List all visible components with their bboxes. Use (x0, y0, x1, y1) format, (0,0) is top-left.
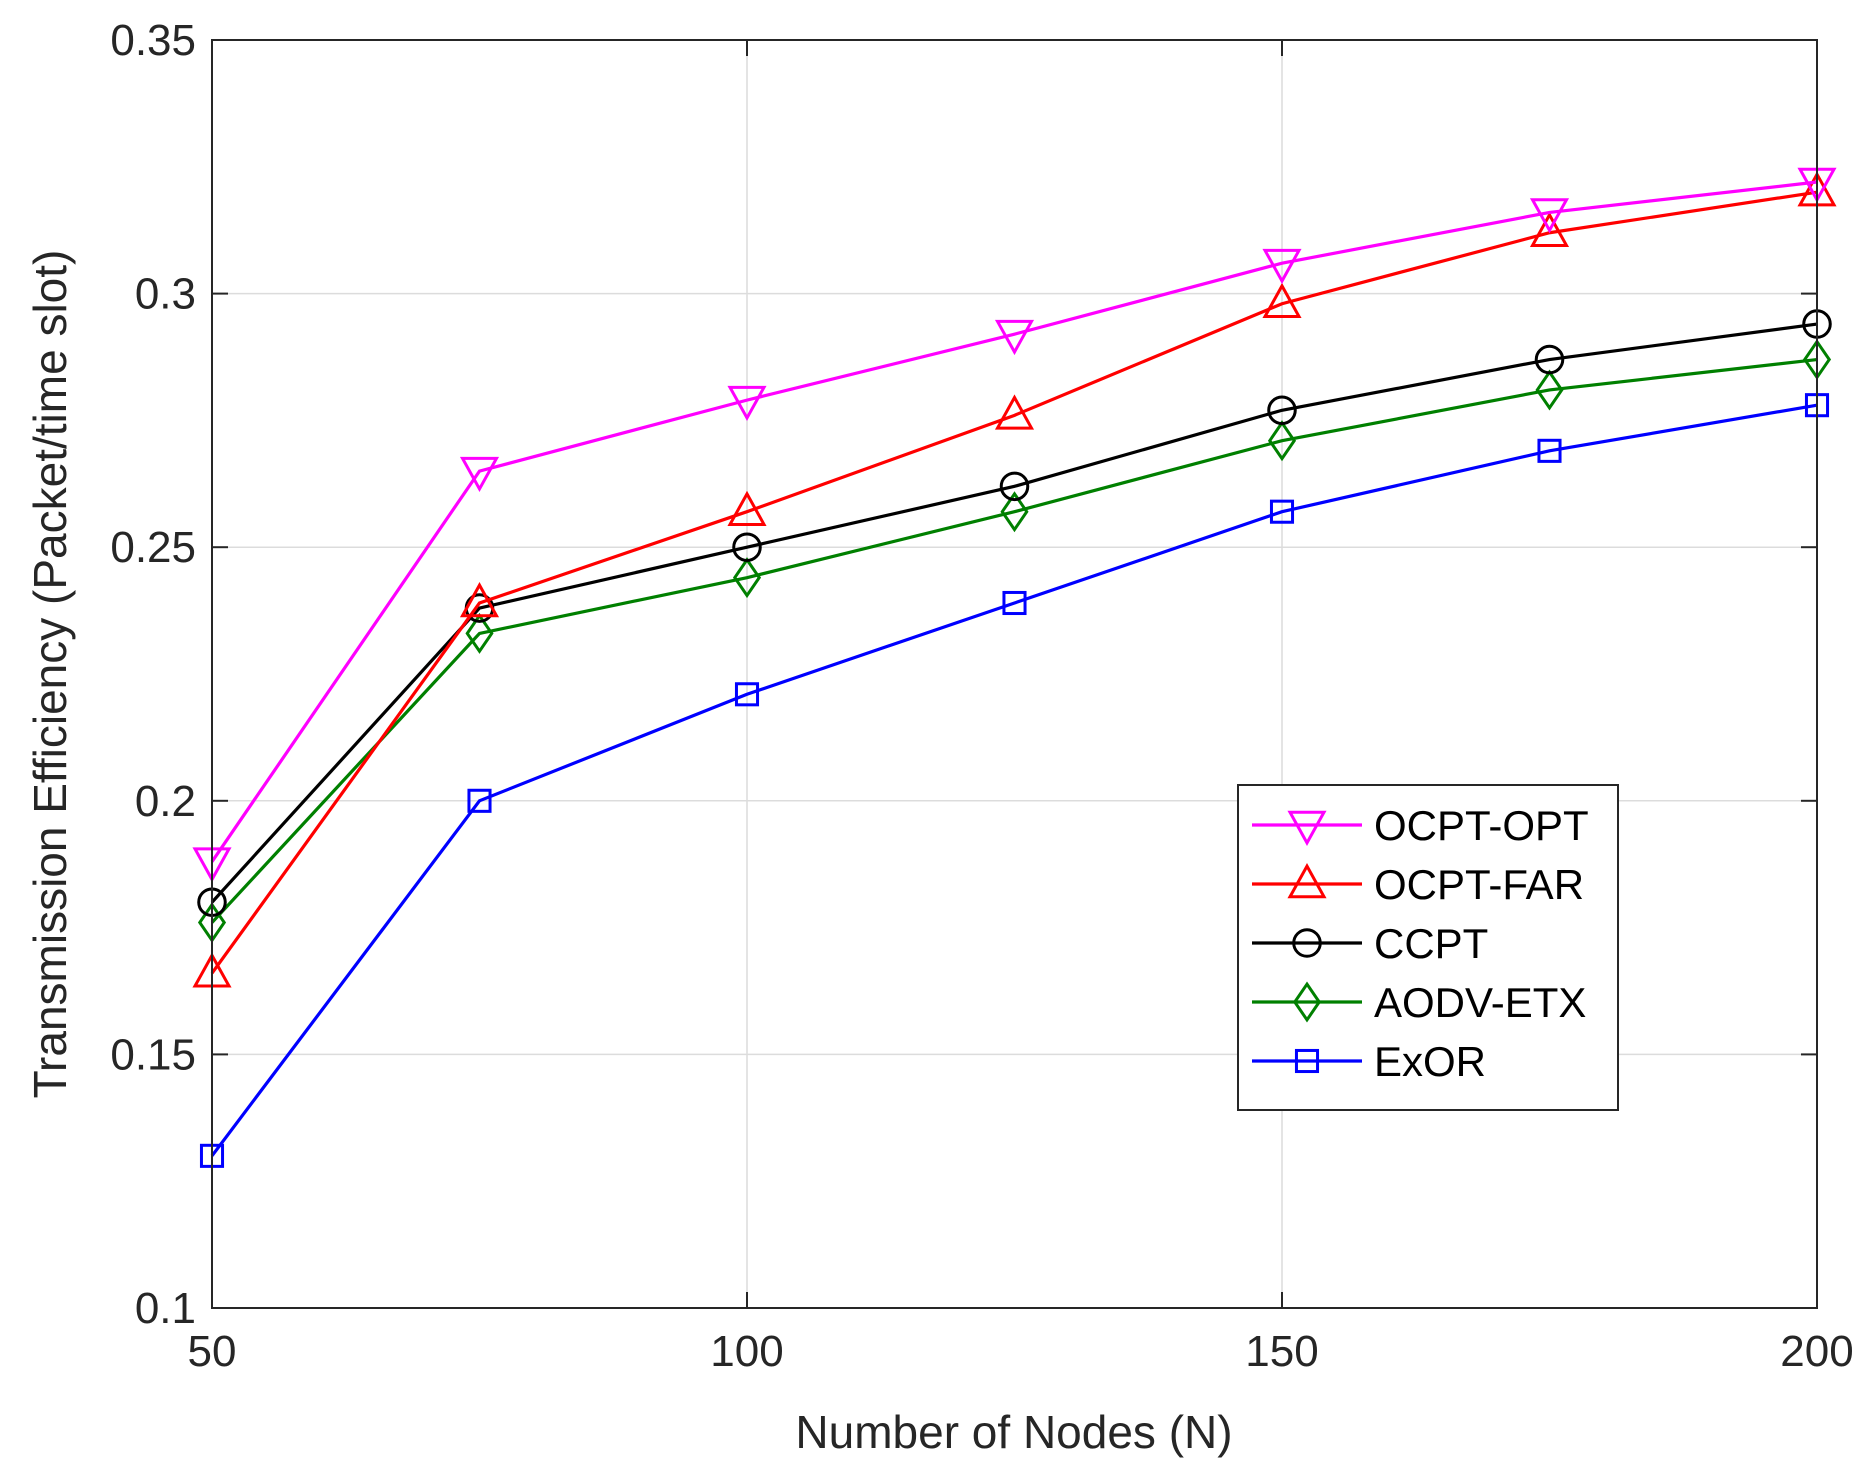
triangle-down-marker (459, 456, 500, 493)
x-tick-label: 150 (1245, 1327, 1318, 1376)
legend-item: ExOR (1252, 1038, 1486, 1085)
series-line (210, 357, 1818, 924)
square-marker (1537, 438, 1562, 463)
circle-marker (1267, 395, 1297, 426)
plot-frame (211, 39, 1818, 1309)
legend-label: CCPT (1374, 920, 1488, 967)
circle-marker (1534, 344, 1565, 375)
legend-item: OCPT-OPT (1252, 802, 1589, 849)
x-tick-label: 200 (1780, 1327, 1853, 1376)
y-tick-label: 0.1 (135, 1284, 196, 1333)
x-tick-label: 50 (188, 1327, 237, 1376)
x-tick-label: 100 (710, 1327, 783, 1376)
y-tick-label: 0.2 (135, 777, 196, 826)
circle-marker (1292, 928, 1322, 958)
series-line (210, 403, 1818, 1157)
series-ocpt-opt (192, 167, 1837, 883)
diamond-marker (732, 557, 762, 599)
diamond-marker (1535, 369, 1564, 411)
triangle-up-marker (1529, 211, 1570, 247)
legend-item: OCPT-FAR (1252, 861, 1584, 908)
y-tick-label: 0.15 (110, 1030, 196, 1079)
triangle-down-marker (994, 319, 1035, 356)
x-axis-label: Number of Nodes (N) (795, 1406, 1232, 1458)
axis-ticks: 50 100 150 200 0.1 0.15 0.2 0.25 0.3 0.35 (110, 16, 1853, 1376)
legend-label: OCPT-OPT (1374, 802, 1589, 849)
legend: OCPT-OPT OCPT-FAR CCPT AODV-ETX ExOR (1237, 784, 1619, 1111)
triangle-up-marker (1262, 282, 1302, 318)
series-line (210, 180, 1818, 863)
legend-label: AODV-ETX (1374, 979, 1586, 1026)
legend-label: OCPT-FAR (1374, 861, 1584, 908)
triangle-down-marker (1529, 198, 1570, 234)
y-tick-label: 0.25 (110, 523, 196, 572)
square-marker (1002, 590, 1027, 616)
triangle-down-marker (1287, 810, 1327, 846)
y-axis-label: Transmission Efficiency (Packet/time slo… (24, 250, 76, 1099)
square-marker (1269, 499, 1295, 524)
diamond-marker (465, 612, 494, 654)
diamond-marker (1000, 491, 1029, 533)
circle-marker (732, 532, 762, 562)
square-marker (467, 788, 492, 813)
legend-item: AODV-ETX (1252, 979, 1586, 1026)
square-marker (1294, 1048, 1320, 1074)
square-marker (734, 682, 760, 707)
triangle-down-marker (727, 385, 767, 422)
diamond-marker (1267, 420, 1297, 462)
triangle-up-marker (1287, 863, 1327, 899)
diamond-marker (1292, 981, 1322, 1023)
triangle-up-marker (994, 394, 1035, 430)
triangle-up-marker (459, 582, 500, 618)
triangle-up-marker (727, 490, 767, 526)
series-aodv-etx (197, 339, 1832, 944)
legend-label: ExOR (1374, 1038, 1486, 1085)
triangle-down-marker (1262, 248, 1302, 285)
series-line (210, 322, 1818, 904)
legend-item: CCPT (1252, 920, 1488, 967)
legend-box (1237, 784, 1619, 1111)
circle-marker (999, 471, 1030, 502)
y-tick-label: 0.35 (110, 16, 196, 65)
y-tick-label: 0.3 (135, 270, 196, 319)
